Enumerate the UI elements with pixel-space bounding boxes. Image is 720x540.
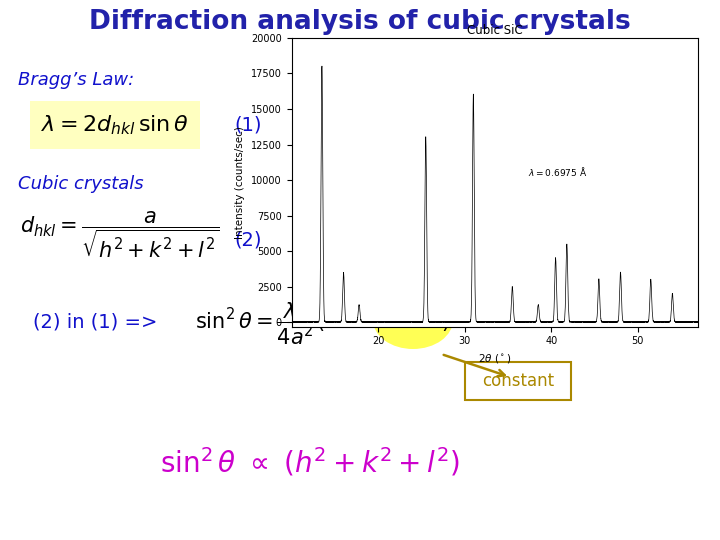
Text: Bragg’s Law:: Bragg’s Law: — [18, 71, 134, 89]
Text: Cubic crystals: Cubic crystals — [18, 175, 143, 193]
Text: $d_{hkl} = \dfrac{a}{\sqrt{h^2 + k^2 + l^2}}$: $d_{hkl} = \dfrac{a}{\sqrt{h^2 + k^2 + l… — [20, 210, 220, 260]
Text: $\sin^2\theta\ \propto\ \left(h^2 + k^2 + l^2\right)$: $\sin^2\theta\ \propto\ \left(h^2 + k^2 … — [160, 446, 460, 478]
Title: Cubic SiC: Cubic SiC — [467, 24, 523, 37]
Ellipse shape — [373, 291, 453, 349]
Text: $\lambda = 0.6975$ Å: $\lambda = 0.6975$ Å — [528, 165, 587, 179]
Text: (2) in (1) =>: (2) in (1) => — [33, 313, 157, 332]
Text: constant: constant — [482, 372, 554, 390]
Text: (1): (1) — [234, 116, 262, 134]
X-axis label: $2\theta$ ($^\circ$): $2\theta$ ($^\circ$) — [478, 352, 512, 365]
FancyArrowPatch shape — [444, 355, 505, 376]
Text: $\sin^2\theta = \dfrac{\lambda^2}{4a^2}\left(h^2 + k^2 + l^2\right)$: $\sin^2\theta = \dfrac{\lambda^2}{4a^2}\… — [195, 296, 449, 348]
Y-axis label: Intensity (counts/sec): Intensity (counts/sec) — [235, 126, 246, 239]
Text: Diffraction analysis of cubic crystals: Diffraction analysis of cubic crystals — [89, 9, 631, 35]
Text: $\lambda = 2d_{hkl}\,\sin\theta$: $\lambda = 2d_{hkl}\,\sin\theta$ — [41, 113, 189, 137]
FancyBboxPatch shape — [30, 101, 200, 149]
Text: (2): (2) — [234, 231, 262, 249]
FancyBboxPatch shape — [465, 362, 571, 400]
